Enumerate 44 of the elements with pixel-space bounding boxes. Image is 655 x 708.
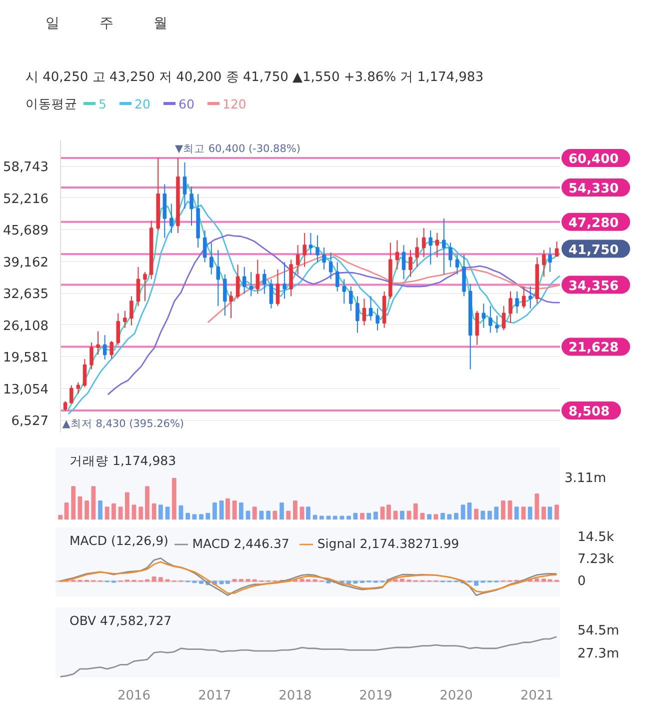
ref-line-label: 34,356 [568,278,619,294]
y-tick-label: 19,581 [3,350,49,366]
y-tick-label: 52,216 [3,192,49,207]
y-tick-label: 54.5m [578,623,620,638]
x-tick-label: 2017 [198,688,232,704]
text: MACD (12,26,9) [70,533,168,548]
x-tick-label: 2016 [117,688,151,704]
y-tick-label: 45,689 [3,224,49,239]
y-tick-label: 27.3m [578,646,620,662]
text: 일 [46,16,60,32]
text: OBV 47,582,727 [70,613,172,628]
ref-line-label: 47,280 [568,216,619,231]
ref-line-label: 21,628 [568,340,619,356]
legend-label: 20 [134,96,150,112]
text: 주 [100,16,114,32]
y-tick-label: 26,108 [3,318,49,334]
annotation: 41,750 [568,242,619,258]
legend-label: 60 [178,96,194,112]
x-tick-label: 2018 [278,688,312,704]
legend-label: 120 [222,96,246,112]
annotation: ▲최저 8,430 (395.26%) [62,418,184,430]
y-tick-label: 32,635 [3,287,49,302]
legend-label: Signal 2,174.38271.99 [317,536,460,551]
x-tick-label: 2021 [520,688,554,704]
text: 월 [154,16,168,32]
x-tick-label: 2020 [440,688,473,704]
text: 3.11m [564,470,606,486]
legend-label: 5 [98,96,106,112]
ref-line-label: 60,400 [568,152,619,168]
y-tick-label: 6,527 [11,414,48,430]
y-tick-label: 39,162 [3,255,49,270]
annotation: ▼최고 60,400 (-30.88%) [174,143,300,156]
chart-title: 거래량 1,174,983 [70,453,176,468]
y-tick-label: 0 [578,574,586,589]
ref-line-label: 54,330 [568,182,619,197]
chart-title: 시 40,250 고 43,250 저 40,200 종 41,750 ▲1,550 +3.86% 거 1,174,983 [26,70,484,85]
y-tick-label: 7.23k [578,552,614,567]
x-tick-label: 2019 [359,688,392,704]
y-tick-label: 13,054 [3,382,49,398]
y-tick-label: 58,743 [3,160,49,176]
ref-line-label: 8,508 [568,404,610,420]
y-tick-label: 14.5k [578,530,614,545]
legend-title: 이동평균 [26,96,78,111]
legend-label: MACD 2,446.37 [192,536,290,551]
